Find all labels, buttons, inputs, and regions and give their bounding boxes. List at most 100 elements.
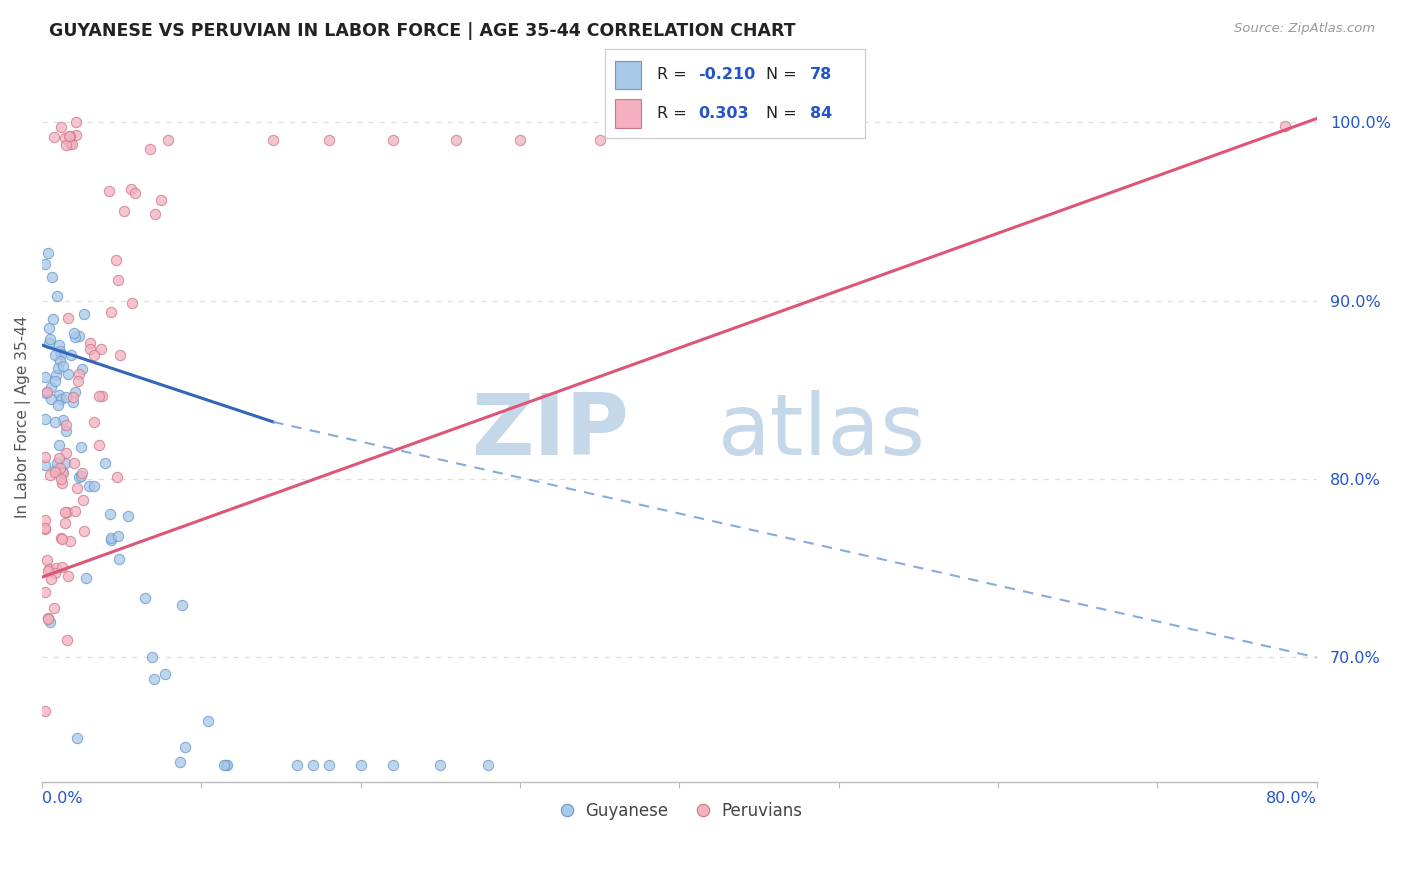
Point	[139, 142, 162, 156]
Point	[51, 465, 73, 479]
Point	[46, 289, 69, 303]
Point	[39, 572, 62, 586]
Point	[134, 591, 156, 606]
Point	[107, 273, 129, 287]
Point	[34, 522, 56, 536]
Point	[48, 337, 70, 351]
Point	[63, 456, 86, 470]
Point	[112, 203, 135, 218]
Point	[46, 456, 69, 470]
Point	[59, 348, 82, 362]
Point	[67, 329, 90, 343]
Point	[52, 359, 75, 373]
Point	[59, 128, 82, 143]
Point	[62, 394, 84, 409]
Point	[75, 572, 97, 586]
Point	[94, 456, 117, 470]
Text: 78: 78	[810, 67, 832, 81]
Point	[51, 560, 73, 574]
Point	[44, 348, 66, 362]
Point	[63, 326, 86, 340]
Point	[197, 714, 219, 729]
Point	[262, 133, 284, 147]
Point	[173, 740, 195, 755]
Point	[70, 467, 93, 481]
Point	[318, 133, 340, 147]
Point	[55, 505, 77, 519]
Point	[58, 128, 80, 143]
Point	[45, 368, 67, 382]
Point	[38, 332, 60, 346]
Point	[49, 472, 72, 486]
Point	[49, 120, 72, 134]
Point	[56, 632, 79, 647]
Point	[37, 611, 59, 625]
Point	[59, 137, 82, 152]
Point	[381, 757, 404, 772]
Text: -0.210: -0.210	[699, 67, 755, 81]
Point	[318, 757, 340, 772]
Point	[49, 392, 72, 406]
Legend: Guyanese, Peruvians: Guyanese, Peruvians	[550, 795, 808, 827]
Text: 0.0%: 0.0%	[42, 791, 83, 806]
Text: R =: R =	[657, 106, 686, 120]
Point	[100, 533, 122, 547]
Point	[100, 305, 122, 319]
Point	[42, 312, 65, 326]
Point	[70, 468, 93, 483]
Point	[49, 531, 72, 545]
Point	[107, 529, 129, 543]
Point	[53, 456, 76, 470]
Point	[34, 412, 56, 426]
Point	[63, 330, 86, 344]
Point	[51, 466, 73, 480]
Point	[53, 131, 76, 145]
Point	[42, 601, 65, 615]
Point	[44, 566, 66, 580]
Point	[149, 194, 172, 208]
Point	[124, 186, 146, 200]
Point	[39, 380, 62, 394]
Point	[41, 269, 63, 284]
Point	[381, 133, 404, 147]
Point	[121, 295, 143, 310]
Point	[83, 348, 105, 362]
Point	[34, 257, 56, 271]
Point	[46, 398, 69, 412]
Point	[217, 757, 239, 772]
Point	[34, 450, 56, 464]
Point	[83, 415, 105, 429]
Point	[108, 552, 131, 566]
Point	[100, 532, 122, 546]
Point	[105, 470, 128, 484]
Text: ZIP: ZIP	[471, 390, 628, 473]
Point	[172, 599, 194, 613]
Point	[70, 362, 93, 376]
Point	[45, 561, 67, 575]
Point	[477, 757, 499, 772]
Point	[39, 615, 62, 629]
Point	[350, 757, 373, 772]
Point	[55, 424, 77, 438]
Point	[49, 343, 72, 358]
Point	[65, 128, 87, 143]
Point	[66, 731, 89, 745]
Point	[37, 385, 59, 400]
Text: N =: N =	[766, 67, 797, 81]
Text: GUYANESE VS PERUVIAN IN LABOR FORCE | AGE 35-44 CORRELATION CHART: GUYANESE VS PERUVIAN IN LABOR FORCE | AG…	[49, 22, 796, 40]
Text: atlas: atlas	[717, 390, 925, 473]
Point	[58, 569, 80, 583]
Point	[51, 347, 73, 361]
Point	[34, 704, 56, 718]
Point	[63, 384, 86, 399]
Point	[509, 133, 531, 147]
Point	[38, 468, 60, 483]
Point	[55, 390, 77, 404]
Point	[72, 493, 94, 508]
Point	[302, 757, 325, 772]
Point	[37, 612, 59, 626]
Point	[169, 755, 191, 769]
Point	[110, 348, 132, 362]
Point	[49, 460, 72, 475]
Point	[35, 553, 58, 567]
